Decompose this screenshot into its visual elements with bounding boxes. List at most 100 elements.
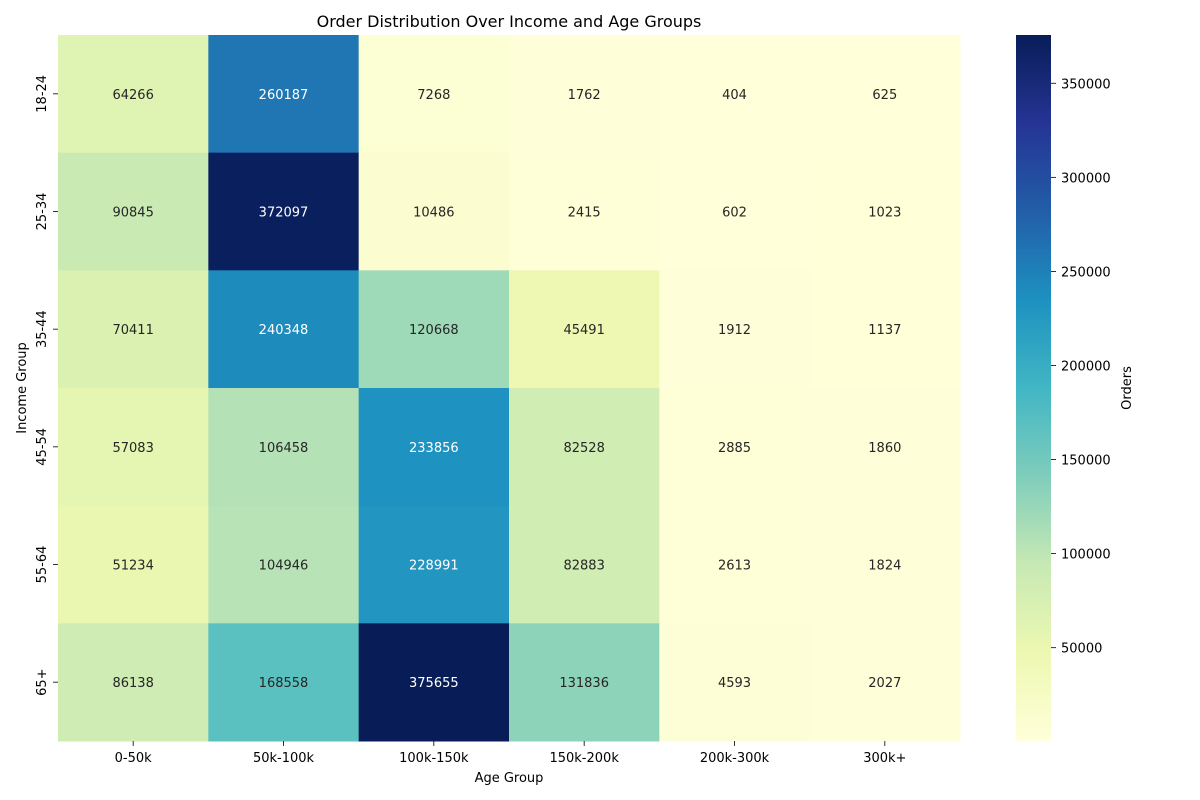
x-tick-label: 150k-200k xyxy=(549,751,619,766)
heatmap-cell xyxy=(809,623,961,742)
cell-value-label: 131836 xyxy=(559,676,609,691)
colorbar-tick-label: 200000 xyxy=(1061,359,1111,374)
cell-value-label: 2027 xyxy=(868,676,901,691)
colorbar-ticks: 50000 100000 150000 200000 250000 300000 35000… xyxy=(1051,77,1111,657)
x-axis-ticks: 0-50k 50k-100k 100k-150k 150k-200k 200k-300k… xyxy=(115,741,906,766)
colorbar xyxy=(1016,35,1051,741)
y-axis-ticks: 18-24 25-34 35-44 45-54 55-64 65+ xyxy=(35,75,58,696)
cell-value-label: 2885 xyxy=(718,441,751,456)
heatmap-cell xyxy=(809,270,961,389)
cell-value-label: 1023 xyxy=(868,206,901,221)
x-axis-label: Age Group xyxy=(475,771,544,786)
x-tick-label: 300k+ xyxy=(863,751,906,766)
cell-value-label: 602 xyxy=(722,206,747,221)
colorbar-tick-label: 300000 xyxy=(1061,171,1111,186)
y-tick-label: 18-24 xyxy=(35,75,50,113)
y-tick-label: 25-34 xyxy=(35,193,50,231)
heatmap-cell xyxy=(58,505,209,624)
cell-value-label: 260187 xyxy=(259,88,309,103)
cell-value-label: 86138 xyxy=(112,676,153,691)
cell-value-label: 51234 xyxy=(112,559,153,574)
cell-value-label: 2613 xyxy=(718,559,751,574)
heatmap-cell xyxy=(358,623,510,742)
heatmap-cell xyxy=(809,35,961,154)
heatmap-cell xyxy=(208,623,360,742)
y-tick-label: 55-64 xyxy=(35,546,50,584)
heatmap-cell xyxy=(58,623,209,742)
heatmap-cell xyxy=(809,388,961,507)
y-tick-label: 35-44 xyxy=(35,310,50,348)
cell-value-label: 625 xyxy=(872,88,897,103)
colorbar-tick-label: 150000 xyxy=(1061,454,1111,469)
heatmap-cell xyxy=(509,152,660,271)
cell-value-label: 1762 xyxy=(568,88,601,103)
colorbar-label: Orders xyxy=(1120,366,1135,410)
cell-value-label: 228991 xyxy=(409,559,459,574)
heatmap-cell xyxy=(58,388,209,507)
heatmap-cell xyxy=(58,270,209,389)
heatmap-cell xyxy=(509,388,660,507)
cell-value-label: 82883 xyxy=(563,559,604,574)
heatmap-cell xyxy=(358,35,510,154)
cell-value-label: 106458 xyxy=(259,441,309,456)
heatmap-cell xyxy=(659,152,811,271)
cell-value-label: 64266 xyxy=(112,88,153,103)
y-axis-label: Income Group xyxy=(15,342,30,434)
cell-value-label: 7268 xyxy=(417,88,450,103)
colorbar-tick-label: 350000 xyxy=(1061,77,1111,92)
cell-value-label: 404 xyxy=(722,88,747,103)
cell-value-label: 233856 xyxy=(409,441,459,456)
cell-value-label: 1137 xyxy=(868,323,901,338)
x-tick-label: 200k-300k xyxy=(700,751,770,766)
cell-value-label: 168558 xyxy=(259,676,309,691)
cell-value-label: 4593 xyxy=(718,676,751,691)
cell-value-label: 2415 xyxy=(568,206,601,221)
colorbar-tick-label: 250000 xyxy=(1061,265,1111,280)
cell-value-label: 10486 xyxy=(413,206,454,221)
heatmap-cell xyxy=(509,35,660,154)
heatmap-cell xyxy=(659,35,811,154)
x-tick-label: 0-50k xyxy=(115,751,153,766)
heatmap-cell xyxy=(208,270,360,389)
heatmap-cell xyxy=(509,270,660,389)
y-tick-label: 65+ xyxy=(35,668,50,695)
heatmap-cell xyxy=(358,152,510,271)
heatmap-cell xyxy=(208,388,360,507)
cell-value-label: 90845 xyxy=(112,206,153,221)
heatmap-cell xyxy=(809,505,961,624)
heatmap-cell xyxy=(509,505,660,624)
cell-value-label: 372097 xyxy=(259,206,309,221)
heatmap-cell xyxy=(659,623,811,742)
x-tick-label: 50k-100k xyxy=(253,751,315,766)
heatmap-cell xyxy=(58,152,209,271)
cell-value-label: 1824 xyxy=(868,559,901,574)
heatmap-cell xyxy=(208,35,360,154)
heatmap-cell xyxy=(659,505,811,624)
cell-value-label: 57083 xyxy=(112,441,153,456)
heatmap-cell xyxy=(208,505,360,624)
heatmap-cells: 64266 260187 7268 1762 404 625 90845 372097 1048… xyxy=(58,35,961,742)
heatmap-cell xyxy=(659,270,811,389)
cell-value-label: 1860 xyxy=(868,441,901,456)
colorbar-tick-label: 100000 xyxy=(1061,548,1111,563)
heatmap-cell xyxy=(208,152,360,271)
cell-value-label: 1912 xyxy=(718,323,751,338)
cell-value-label: 104946 xyxy=(259,559,309,574)
chart-title: Order Distribution Over Income and Age G… xyxy=(317,12,702,31)
heatmap-cell xyxy=(358,505,510,624)
cell-value-label: 120668 xyxy=(409,323,459,338)
heatmap-cell xyxy=(809,152,961,271)
x-tick-label: 100k-150k xyxy=(399,751,469,766)
cell-value-label: 240348 xyxy=(259,323,309,338)
y-tick-label: 45-54 xyxy=(35,428,50,466)
cell-value-label: 82528 xyxy=(563,441,604,456)
heatmap-cell xyxy=(358,388,510,507)
cell-value-label: 70411 xyxy=(112,323,153,338)
cell-value-label: 45491 xyxy=(563,323,604,338)
cell-value-label: 375655 xyxy=(409,676,459,691)
heatmap-cell xyxy=(509,623,660,742)
heatmap-cell xyxy=(58,35,209,154)
heatmap-cell xyxy=(358,270,510,389)
colorbar-tick-label: 50000 xyxy=(1061,642,1102,657)
